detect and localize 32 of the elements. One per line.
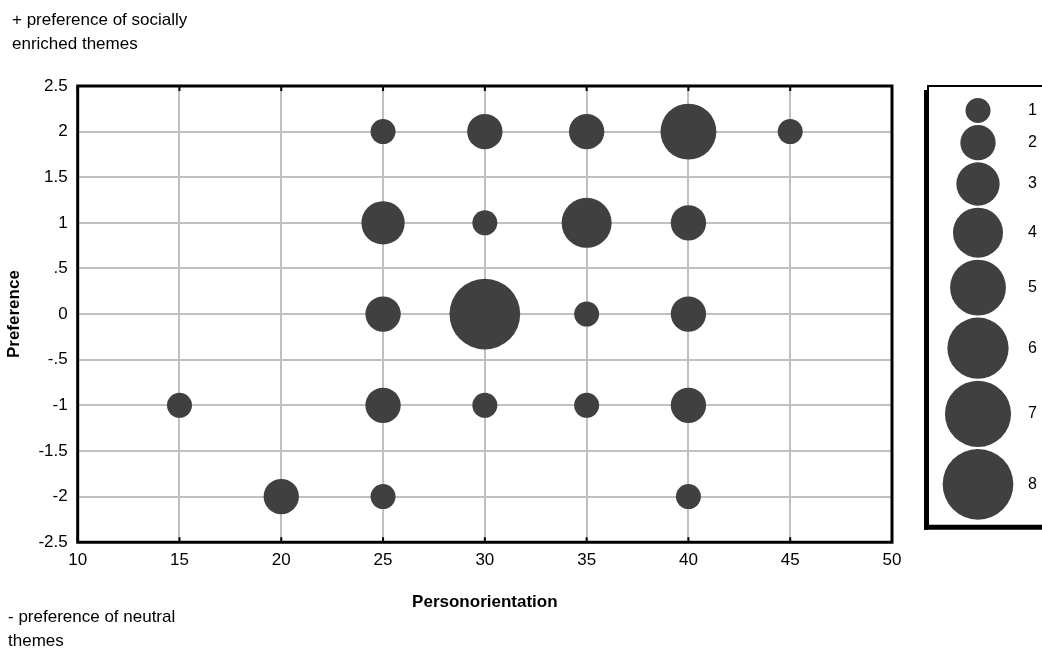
legend-label: 4 [1028,223,1037,241]
x-tick-label: 10 [68,550,88,570]
legend-label: 2 [1028,133,1037,151]
y-axis-title: Preference [3,270,23,359]
y-tick-label: 2 [58,121,68,141]
x-tick-label: 50 [882,550,902,570]
y-tick-label: -.5 [47,349,68,369]
x-tick-label: 20 [271,550,291,570]
y-tick-label: -1 [52,395,68,415]
y-tick-label: -2 [52,486,68,506]
legend-label: 5 [1028,278,1037,296]
y-tick-label: 1 [58,212,68,232]
y-tick-label: .5 [53,258,68,278]
legend-label: 7 [1028,404,1037,422]
x-tick-label: 35 [577,550,597,570]
legend-label: 1 [1028,100,1037,118]
y-tick-label: 2.5 [44,75,68,95]
legend-label: 8 [1028,474,1037,492]
legend-label: 3 [1028,174,1037,192]
x-tick-label: 30 [475,550,495,570]
y-tick-label: -1.5 [38,440,68,460]
x-axis-title: Personorientation [412,592,558,612]
text: + preference of socially enriched themes [12,9,189,55]
y-tick-label: -2.5 [38,531,68,551]
x-tick-label: 45 [780,550,800,570]
x-tick-label: 40 [678,550,698,570]
y-tick-label: 0 [58,303,68,323]
x-tick-label: 15 [170,550,189,570]
y-tick-label: 1.5 [44,166,68,186]
text: - preference of neutral themes [8,606,177,652]
x-tick-label: 25 [373,550,393,570]
legend-label: 6 [1028,338,1037,356]
